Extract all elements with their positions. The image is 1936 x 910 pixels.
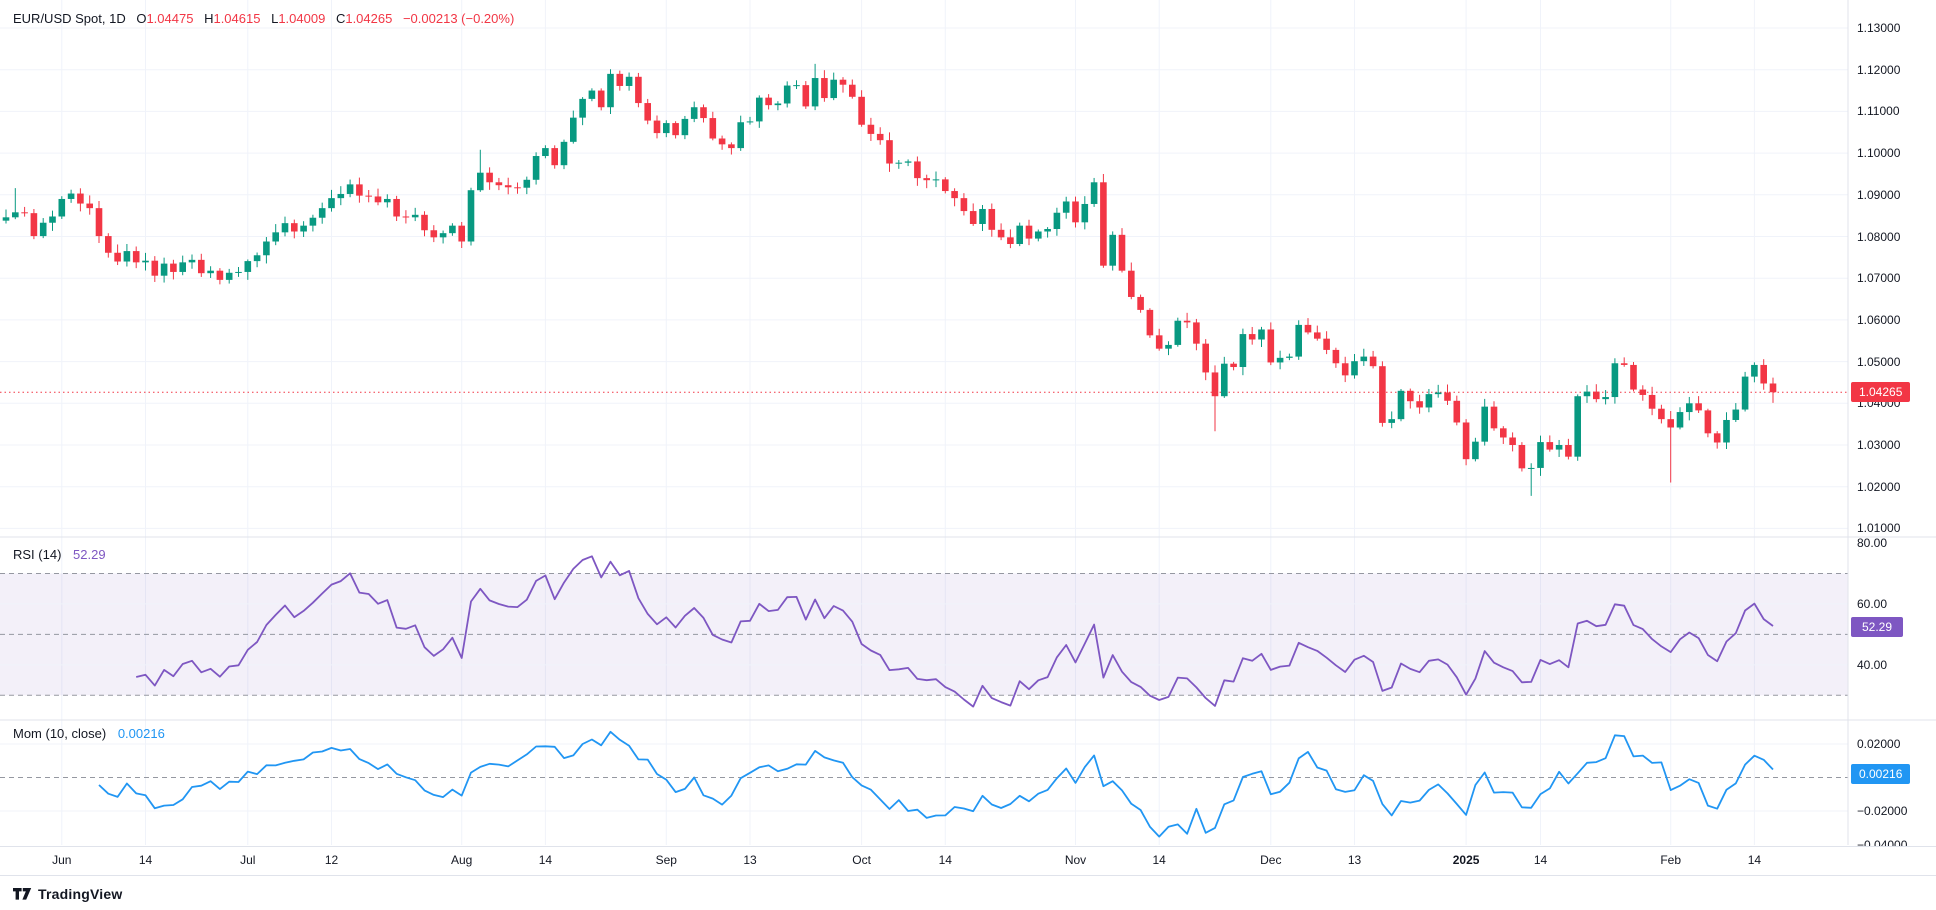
- rsi-line: [135, 555, 1774, 708]
- footer-bar: TradingView: [0, 875, 1936, 910]
- price-axis-label: 1.07000: [1857, 271, 1901, 286]
- time-axis-label: 14: [138, 853, 153, 867]
- high-label: H: [204, 11, 214, 26]
- time-axis-label: Aug: [451, 853, 473, 867]
- time-axis-label: Sep: [655, 853, 677, 867]
- tradingview-brand[interactable]: TradingView: [13, 886, 122, 902]
- symbol-legend[interactable]: EUR/USD Spot, 1D O1.04475 H1.04615 L1.04…: [13, 11, 514, 26]
- close-value: 1.04265: [345, 11, 393, 26]
- time-axis-label: 14: [1533, 853, 1548, 867]
- momentum-axis-label: 0.02000: [1857, 737, 1901, 751]
- rsi-axis-label: 40.00: [1857, 657, 1888, 672]
- open-value: 1.04475: [146, 11, 194, 26]
- price-axis-label: 1.03000: [1857, 438, 1901, 452]
- momentum-value-badge: 0.00216: [1851, 763, 1911, 784]
- rsi-axis-label: 60.00: [1857, 596, 1888, 611]
- time-axis-label: 14: [938, 853, 952, 867]
- time-axis[interactable]: Jun 14 Jul 12 Aug 14 Sep 13 Oct 14 Nov 14 Dec 13 2025 1…: [0, 846, 1936, 875]
- price-chart-canvas[interactable]: [0, 0, 1936, 846]
- momentum-label: Mom (10, close): [13, 726, 107, 741]
- time-axis-label: 2025: [1452, 853, 1480, 867]
- rsi-value-badge: 52.29: [1851, 617, 1903, 638]
- rsi-legend[interactable]: RSI (14) 52.29: [13, 547, 106, 562]
- low-label: L: [271, 11, 279, 26]
- momentum-line: [98, 730, 1774, 838]
- brand-text: TradingView: [38, 885, 123, 902]
- open-label: O: [136, 11, 147, 26]
- rsi-value: 52.29: [73, 547, 106, 562]
- time-axis-label: 13: [1347, 853, 1362, 867]
- time-axis-label: Jul: [240, 853, 256, 867]
- low-value: 1.04009: [278, 11, 326, 26]
- price-axis-label: 1.05000: [1857, 354, 1901, 369]
- time-axis-label: 14: [1152, 853, 1166, 867]
- candles: [2, 63, 1777, 496]
- price-axis-label: 1.02000: [1857, 479, 1901, 494]
- price-axis-label: 1.09000: [1857, 187, 1901, 202]
- time-axis-label: Jun: [52, 853, 72, 867]
- time-axis-label: 14: [1747, 853, 1762, 867]
- high-value: 1.04615: [213, 11, 261, 26]
- rsi-label: RSI (14): [13, 547, 62, 562]
- time-axis-label: Feb: [1660, 853, 1682, 867]
- price-axis-label: 1.11000: [1857, 104, 1900, 119]
- momentum-axis-label: −0.02000: [1857, 804, 1908, 818]
- price-axis-label: 1.10000: [1857, 146, 1901, 161]
- time-axis-label: Dec: [1260, 853, 1282, 867]
- change-value: −0.00213 (−0.20%): [402, 11, 515, 26]
- price-axis-label: 1.12000: [1857, 62, 1901, 77]
- momentum-legend[interactable]: Mom (10, close) 0.00216: [13, 726, 165, 741]
- time-axis-label: Oct: [852, 853, 871, 867]
- momentum-value: 0.00216: [117, 726, 165, 741]
- price-axis-label: 1.08000: [1857, 229, 1901, 244]
- tradingview-logo-icon: [13, 887, 32, 900]
- price-axis-label: 1.06000: [1857, 312, 1901, 327]
- last-price-badge: 1.04265: [1851, 382, 1911, 403]
- time-axis-label: Nov: [1064, 853, 1087, 867]
- rsi-axis-label: 80.00: [1857, 536, 1888, 550]
- time-axis-label: 14: [538, 853, 553, 867]
- time-axis-label: 12: [324, 853, 339, 867]
- time-axis-label: 13: [743, 853, 757, 867]
- close-label: C: [335, 11, 346, 26]
- price-axis-label: 1.01000: [1857, 521, 1901, 536]
- symbol-title: EUR/USD Spot, 1D: [13, 11, 126, 26]
- price-axis-label: 1.13000: [1857, 21, 1901, 35]
